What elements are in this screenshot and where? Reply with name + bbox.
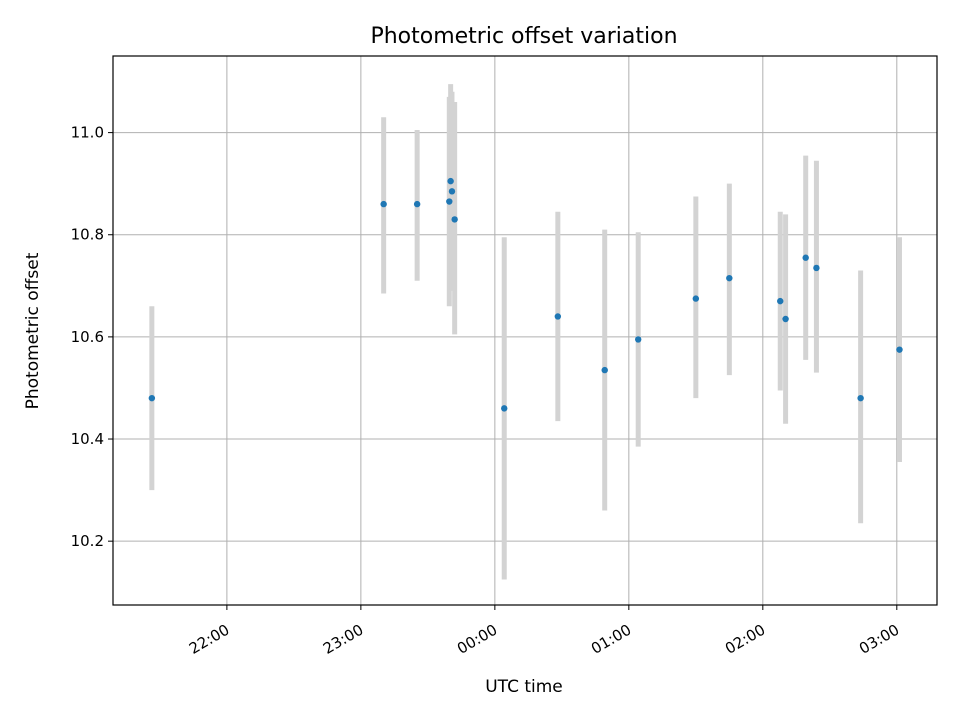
data-point — [451, 216, 458, 223]
y-tick-label: 10.4 — [71, 430, 104, 448]
data-point — [782, 315, 789, 323]
plot-area-frame — [112, 55, 938, 606]
chart-title: Photometric offset variation — [370, 24, 677, 49]
data-point — [726, 274, 733, 282]
data-point — [554, 313, 562, 320]
data-point — [896, 346, 903, 353]
data-point — [448, 188, 456, 195]
data-point — [148, 394, 156, 402]
data-point — [413, 200, 421, 208]
y-tick-label: 11.0 — [71, 124, 104, 142]
y-axis-label: Photometric offset — [23, 252, 43, 409]
data-point — [813, 264, 820, 272]
data-point — [635, 336, 642, 343]
data-point — [692, 295, 700, 302]
y-tick-label: 10.8 — [71, 226, 104, 244]
data-point — [501, 405, 508, 412]
y-tick-label: 10.6 — [71, 328, 104, 346]
data-point — [777, 297, 784, 305]
x-axis-label: UTC time — [485, 677, 563, 697]
data-point — [857, 394, 864, 402]
grid — [113, 56, 937, 605]
data-point — [447, 177, 454, 185]
y-tick-label: 10.2 — [71, 532, 104, 550]
y-axis-ticks: 10.2 10.4 10.6 10.8 11.0 — [71, 124, 113, 550]
data-point — [380, 200, 387, 208]
data-point — [446, 198, 453, 205]
data-point — [601, 366, 608, 374]
data-point — [802, 254, 809, 261]
data-points — [148, 177, 903, 412]
